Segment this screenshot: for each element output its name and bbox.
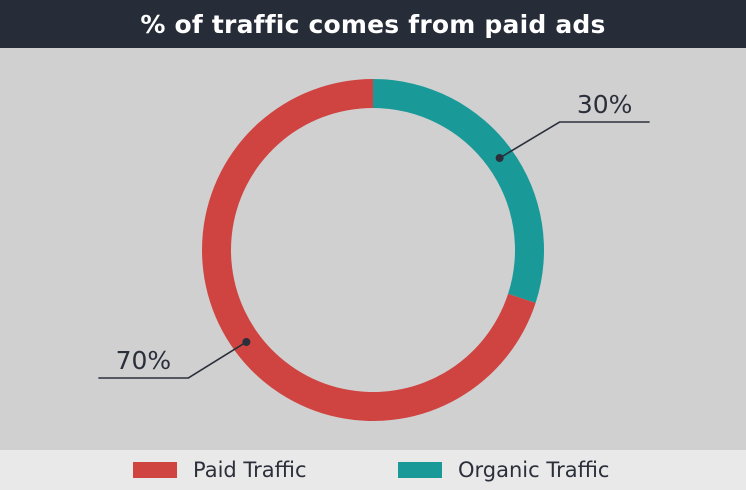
organic-leader-line xyxy=(499,121,650,159)
legend-item-paid: Paid Traffic xyxy=(133,450,307,490)
leader-lines xyxy=(98,121,650,379)
plot-area: 30% 70% xyxy=(0,48,746,450)
legend: Paid Traffic Organic Traffic xyxy=(0,450,746,490)
chart-header: % of traffic comes from paid ads xyxy=(0,0,746,48)
organic-percent-label: 30% xyxy=(577,90,633,119)
legend-label-organic: Organic Traffic xyxy=(458,458,610,482)
paid-percent-label: 70% xyxy=(116,346,172,375)
paid-swatch xyxy=(133,462,177,478)
paid-leader-dot xyxy=(242,337,251,346)
organic-leader-dot xyxy=(495,154,504,163)
organic-swatch xyxy=(398,462,442,478)
legend-item-organic: Organic Traffic xyxy=(398,450,609,490)
paid-leader-line xyxy=(98,341,247,379)
donut-chart: 30% 70% xyxy=(98,79,650,422)
donut-slice-organic-traffic xyxy=(373,79,544,303)
legend-label-paid: Paid Traffic xyxy=(193,458,307,482)
chart-title: % of traffic comes from paid ads xyxy=(140,9,606,39)
donut-slices xyxy=(202,79,544,422)
